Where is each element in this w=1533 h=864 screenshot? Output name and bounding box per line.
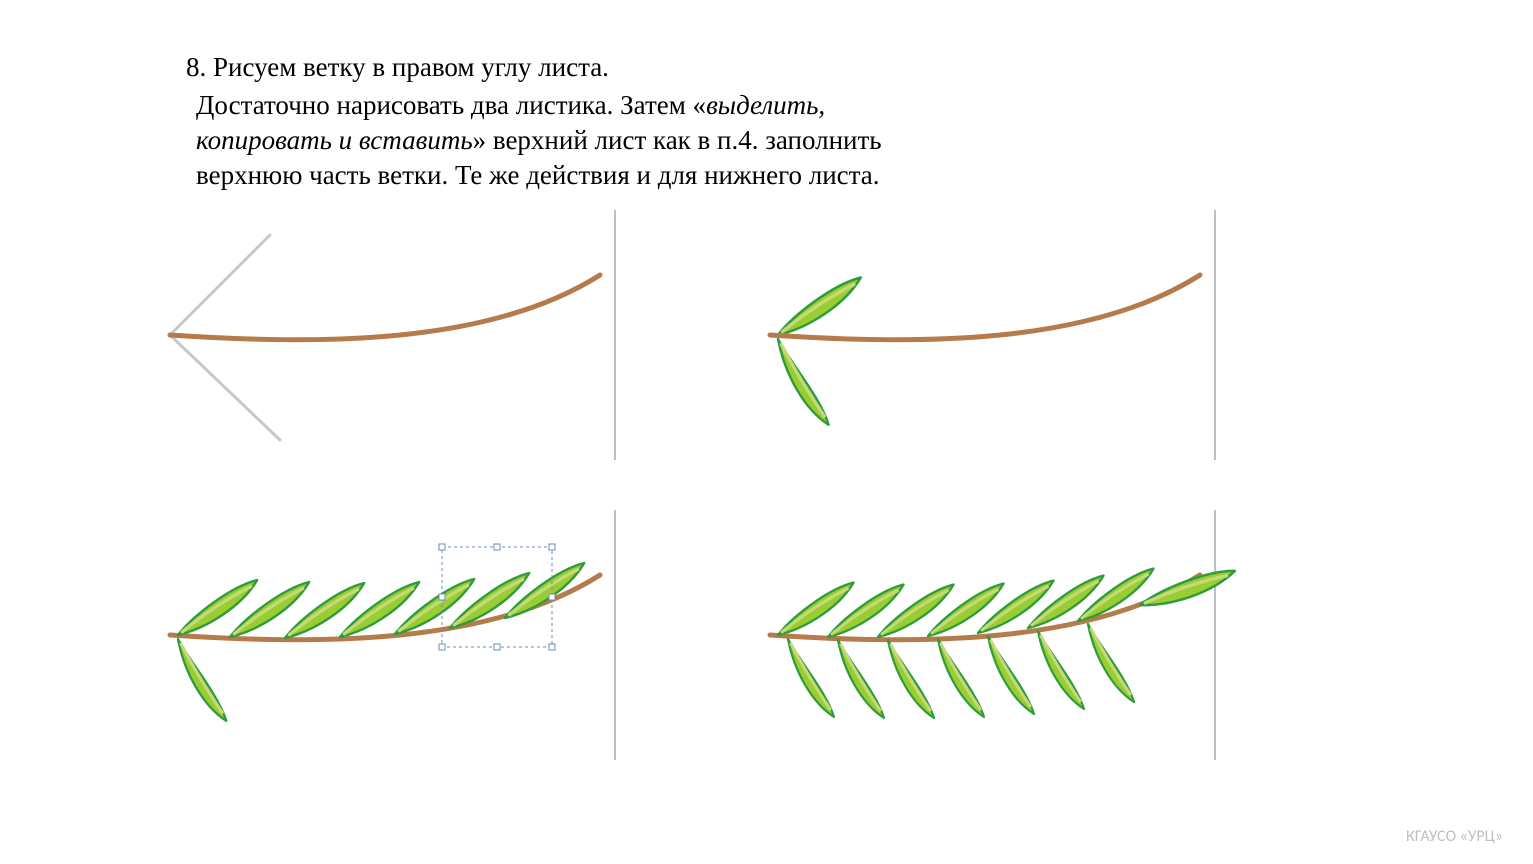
- step-heading: 8. Рисуем ветку в правом углу листа.: [186, 52, 609, 83]
- diagram-panels: [160, 205, 1370, 825]
- body-text-1: Достаточно нарисовать два листика. Затем…: [196, 90, 706, 120]
- step-body: Достаточно нарисовать два листика. Затем…: [196, 88, 916, 193]
- footer-credit: КГАУСО «УРЦ»: [1406, 827, 1503, 846]
- slide: 8. Рисуем ветку в правом углу листа. Дос…: [0, 0, 1533, 864]
